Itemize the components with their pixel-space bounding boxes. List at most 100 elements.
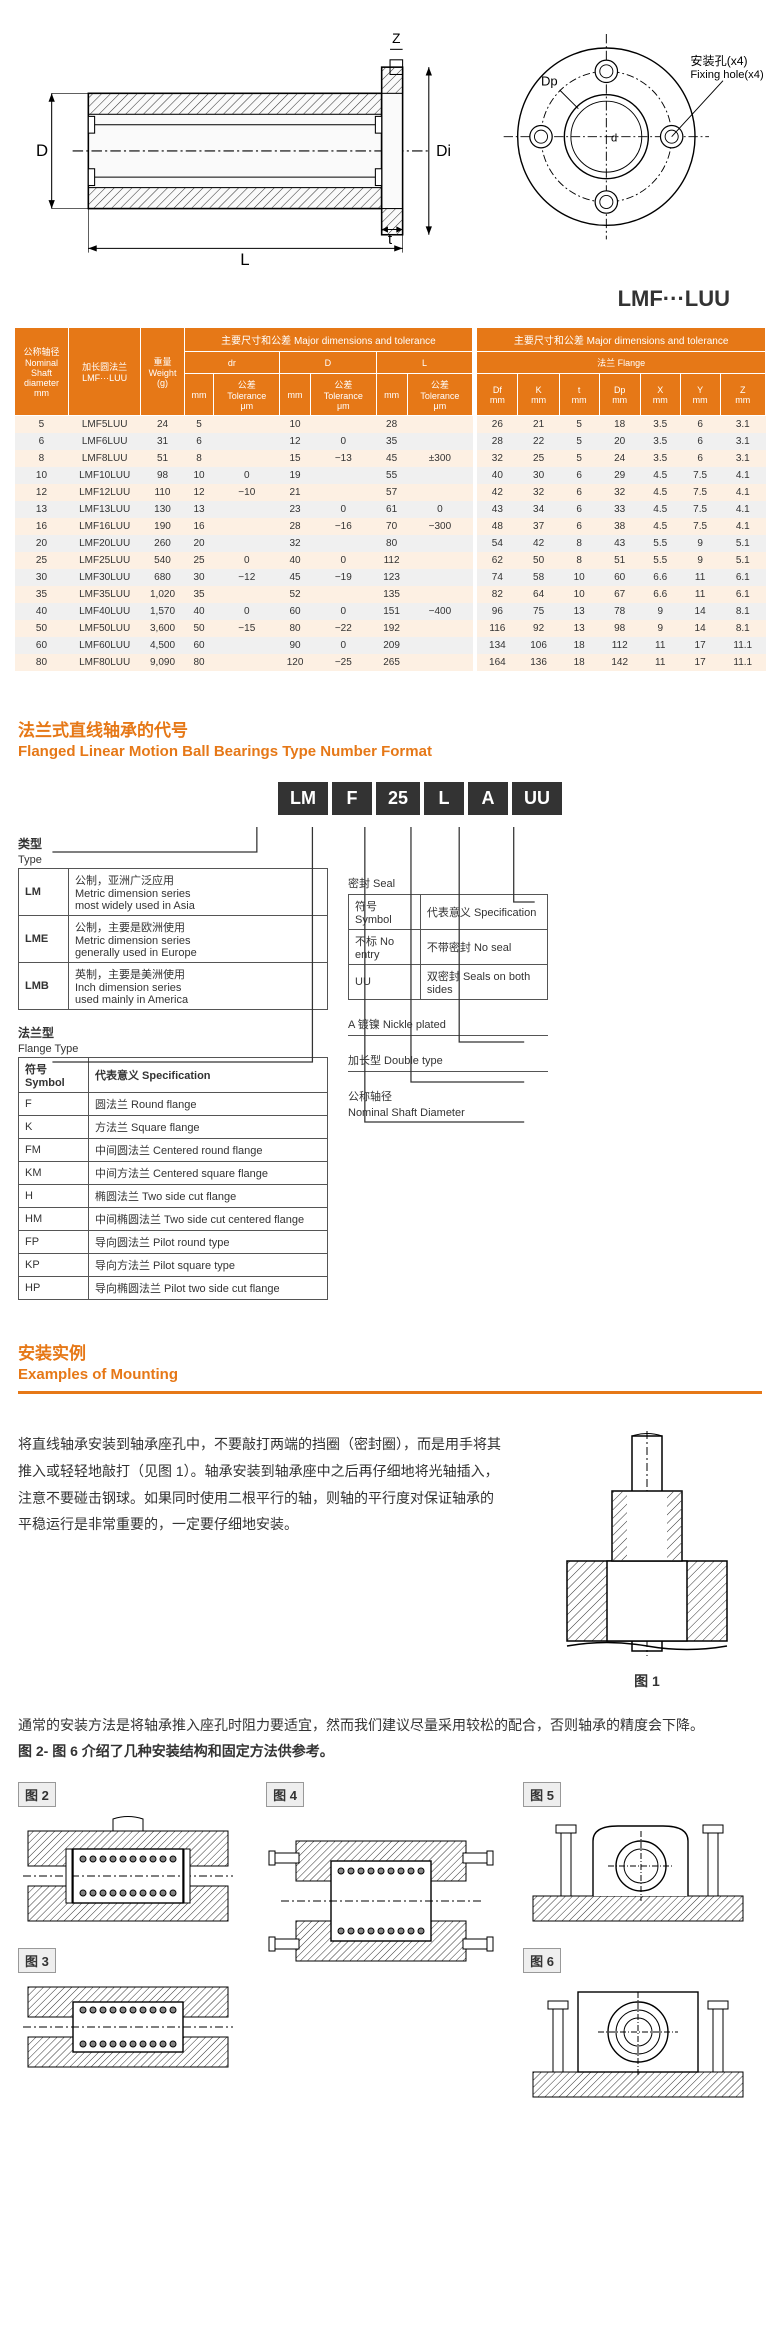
type-table: LM公制，亚洲广泛应用Metric dimension seriesmost w… (18, 868, 328, 1010)
tnf-section-title: 法兰式直线轴承的代号 Flanged Linear Motion Ball Be… (0, 691, 780, 772)
th-model: 加长圆法兰LMF···LUU (68, 328, 141, 416)
table-row: UU双密封 Seals on both sides (349, 965, 548, 1000)
long-block: 加长型 Double type (348, 1052, 762, 1072)
table-row: 50LMF50LUU3,60050−1580−22192116921398914… (15, 620, 766, 637)
seal-label: 密封 Seal (348, 875, 762, 891)
table-row: F圆法兰 Round flange (19, 1093, 328, 1116)
shaft-cn: 公称轴径 (348, 1088, 762, 1104)
plated-block: A 镀镍 Nickle plated (348, 1016, 762, 1036)
table-row: 不标 No entry不带密封 No seal (349, 930, 548, 965)
dim-Di: Di (436, 143, 451, 160)
th-L: L (376, 352, 473, 374)
fig4-box: 图 4 (266, 1782, 505, 1996)
fig2-svg (18, 1811, 238, 1931)
seal-block: 密封 Seal 符号 Symbol代表意义 Specification不标 No… (348, 875, 762, 1000)
figs-col2: 图 4 (266, 1782, 505, 1996)
figs-col3: 图 5 图 6 (523, 1782, 762, 2112)
top-diagrams: D Di L t Z (0, 0, 780, 286)
spec-table-body: 5LMF5LUU245102826215183.563.16LMF6LUU316… (15, 416, 766, 672)
fig3-box: 图 3 (18, 1948, 248, 2082)
fig5-box: 图 5 (523, 1782, 762, 1936)
tnf-box: 25 (376, 782, 420, 815)
dim-L: L (240, 250, 249, 269)
mounting-row1: 将直线轴承安装到轴承座孔中，不要敲打两端的挡圈（密封圈），而是用手将其推入或轻轻… (18, 1431, 762, 1691)
fig4-svg (266, 1811, 496, 1991)
th-D: D (280, 352, 377, 374)
table-row: 80LMF80LUU9,09080120−2526516413618142111… (15, 654, 766, 671)
mounting-para2a: 通常的安装方法是将轴承推入座孔时阻力要适宜，然而我们建议尽量采用较松的配合，否则… (18, 1717, 704, 1733)
table-row: KM中间方法兰 Centered square flange (19, 1162, 328, 1185)
dim-Dp: Dp (541, 73, 558, 88)
tnf-wrap: LMF25LAUU 类型Type LM公制，亚洲广泛应用Metric dimen… (0, 782, 780, 1314)
tnf-title-en: Flanged Linear Motion Ball Bearings Type… (18, 743, 762, 760)
mounting-body: 将直线轴承安装到轴承座孔中，不要敲打两端的挡圈（密封圈），而是用手将其推入或轻轻… (0, 1431, 780, 2111)
flange-label: 法兰型Flange Type (18, 1024, 328, 1055)
mounting-para2: 通常的安装方法是将轴承推入座孔时阻力要适宜，然而我们建议尽量采用较松的配合，否则… (18, 1713, 762, 1763)
fig6-svg (523, 1977, 753, 2107)
table-row: 25LMF25LUU54025040011262508515.595.1 (15, 552, 766, 569)
plated-label: A 镀镍 Nickle plated (348, 1016, 548, 1036)
th-flange-group: 主要尺寸和公差 Major dimensions and tolerance (477, 328, 766, 352)
table-row: LM公制，亚洲广泛应用Metric dimension seriesmost w… (19, 869, 328, 916)
table-row: LME公制，主要是欧洲使用Metric dimension seriesgene… (19, 916, 328, 963)
fig5-svg (523, 1811, 753, 1931)
figs-col1: 图 2 图 3 (18, 1782, 248, 2082)
table-row: FP导向圆法兰 Pilot round type (19, 1231, 328, 1254)
tnf-body: 类型Type LM公制，亚洲广泛应用Metric dimension serie… (18, 835, 762, 1314)
table-row: 40LMF40LUU1,570400600151−400967513789148… (15, 603, 766, 620)
mounting-title-en: Examples of Mounting (18, 1366, 762, 1383)
mounting-title-cn: 安装实例 (18, 1339, 762, 1364)
spec-table-head: 公称轴径NominalShaftdiametermm 加长圆法兰LMF···LU… (15, 328, 766, 416)
fig3-svg (18, 1977, 238, 2077)
shaft-en: Nominal Shaft Diameter (348, 1107, 762, 1119)
mounting-fig1: 图 1 (532, 1431, 762, 1691)
table-row: 12LMF12LUU11012−10215742326324.57.54.1 (15, 484, 766, 501)
dim-t: t (388, 232, 392, 248)
fig2-box: 图 2 (18, 1782, 248, 1936)
table-row: 8LMF8LUU51815−1345±30032255243.563.1 (15, 450, 766, 467)
fig1-label: 图 1 (532, 1671, 762, 1691)
th-flange-sub: 法兰 Flange (477, 352, 766, 374)
spec-table-wrap: 公称轴径NominalShaftdiametermm 加长圆法兰LMF···LU… (0, 327, 780, 691)
product-code: LMF···LUU (0, 286, 780, 327)
fig4-title: 图 4 (266, 1782, 304, 1807)
tnf-title-cn: 法兰式直线轴承的代号 (18, 716, 762, 741)
th-weight: 重量Weight(g) (141, 328, 184, 416)
side-view-svg: D Di L t Z (15, 20, 455, 271)
mounting-figures-row: 图 2 图 3 (18, 1782, 762, 2112)
fig1-svg (547, 1431, 747, 1661)
th-dr: dr (184, 352, 280, 374)
table-row: 10LMF10LUU98100195540306294.57.54.1 (15, 467, 766, 484)
dim-D: D (36, 141, 48, 160)
dim-d: d (611, 132, 617, 144)
tnf-box: UU (512, 782, 562, 815)
table-row: H椭圆法兰 Two side cut flange (19, 1185, 328, 1208)
table-row: 6LMF6LUU3161203528225203.563.1 (15, 433, 766, 450)
table-row: 5LMF5LUU245102826215183.563.1 (15, 416, 766, 434)
flange-table: 符号 Symbol代表意义 SpecificationF圆法兰 Round fl… (18, 1057, 328, 1300)
table-row: 35LMF35LUU1,0203552135826410676.6116.1 (15, 586, 766, 603)
long-label: 加长型 Double type (348, 1052, 548, 1072)
side-view-diagram: D Di L t Z (15, 20, 455, 276)
table-row: FM中间圆法兰 Centered round flange (19, 1139, 328, 1162)
mounting-section-title: 安装实例 Examples of Mounting (0, 1314, 780, 1406)
mounting-para2b: 图 2- 图 6 介绍了几种安装结构和固定方法供参考。 (18, 1743, 334, 1759)
tnf-right-column: 密封 Seal 符号 Symbol代表意义 Specification不标 No… (348, 835, 762, 1314)
table-row: KP导向方法兰 Pilot square type (19, 1254, 328, 1277)
fig2-title: 图 2 (18, 1782, 56, 1807)
table-row: HM中间椭圆法兰 Two side cut centered flange (19, 1208, 328, 1231)
shaft-block: 公称轴径 Nominal Shaft Diameter (348, 1088, 762, 1119)
table-row: LMB英制，主要是美洲使用Inch dimension seriesused m… (19, 963, 328, 1010)
tnf-left-column: 类型Type LM公制，亚洲广泛应用Metric dimension serie… (18, 835, 328, 1314)
table-row: 16LMF16LUU1901628−1670−30048376384.57.54… (15, 518, 766, 535)
dim-Z: Z (392, 31, 400, 46)
fig5-title: 图 5 (523, 1782, 561, 1807)
table-row: 60LMF60LUU4,5006090020913410618112111711… (15, 637, 766, 654)
table-row: K方法兰 Square flange (19, 1116, 328, 1139)
fixing-hole-label-en: Fixing hole(x4) (690, 69, 764, 81)
type-label: 类型Type (18, 835, 328, 866)
tnf-box: L (424, 782, 464, 815)
th-major: 主要尺寸和公差 Major dimensions and tolerance (184, 328, 473, 352)
fixing-hole-label-cn: 安装孔(x4) (690, 53, 747, 68)
mounting-para1: 将直线轴承安装到轴承座孔中，不要敲打两端的挡圈（密封圈），而是用手将其推入或轻轻… (18, 1431, 502, 1691)
